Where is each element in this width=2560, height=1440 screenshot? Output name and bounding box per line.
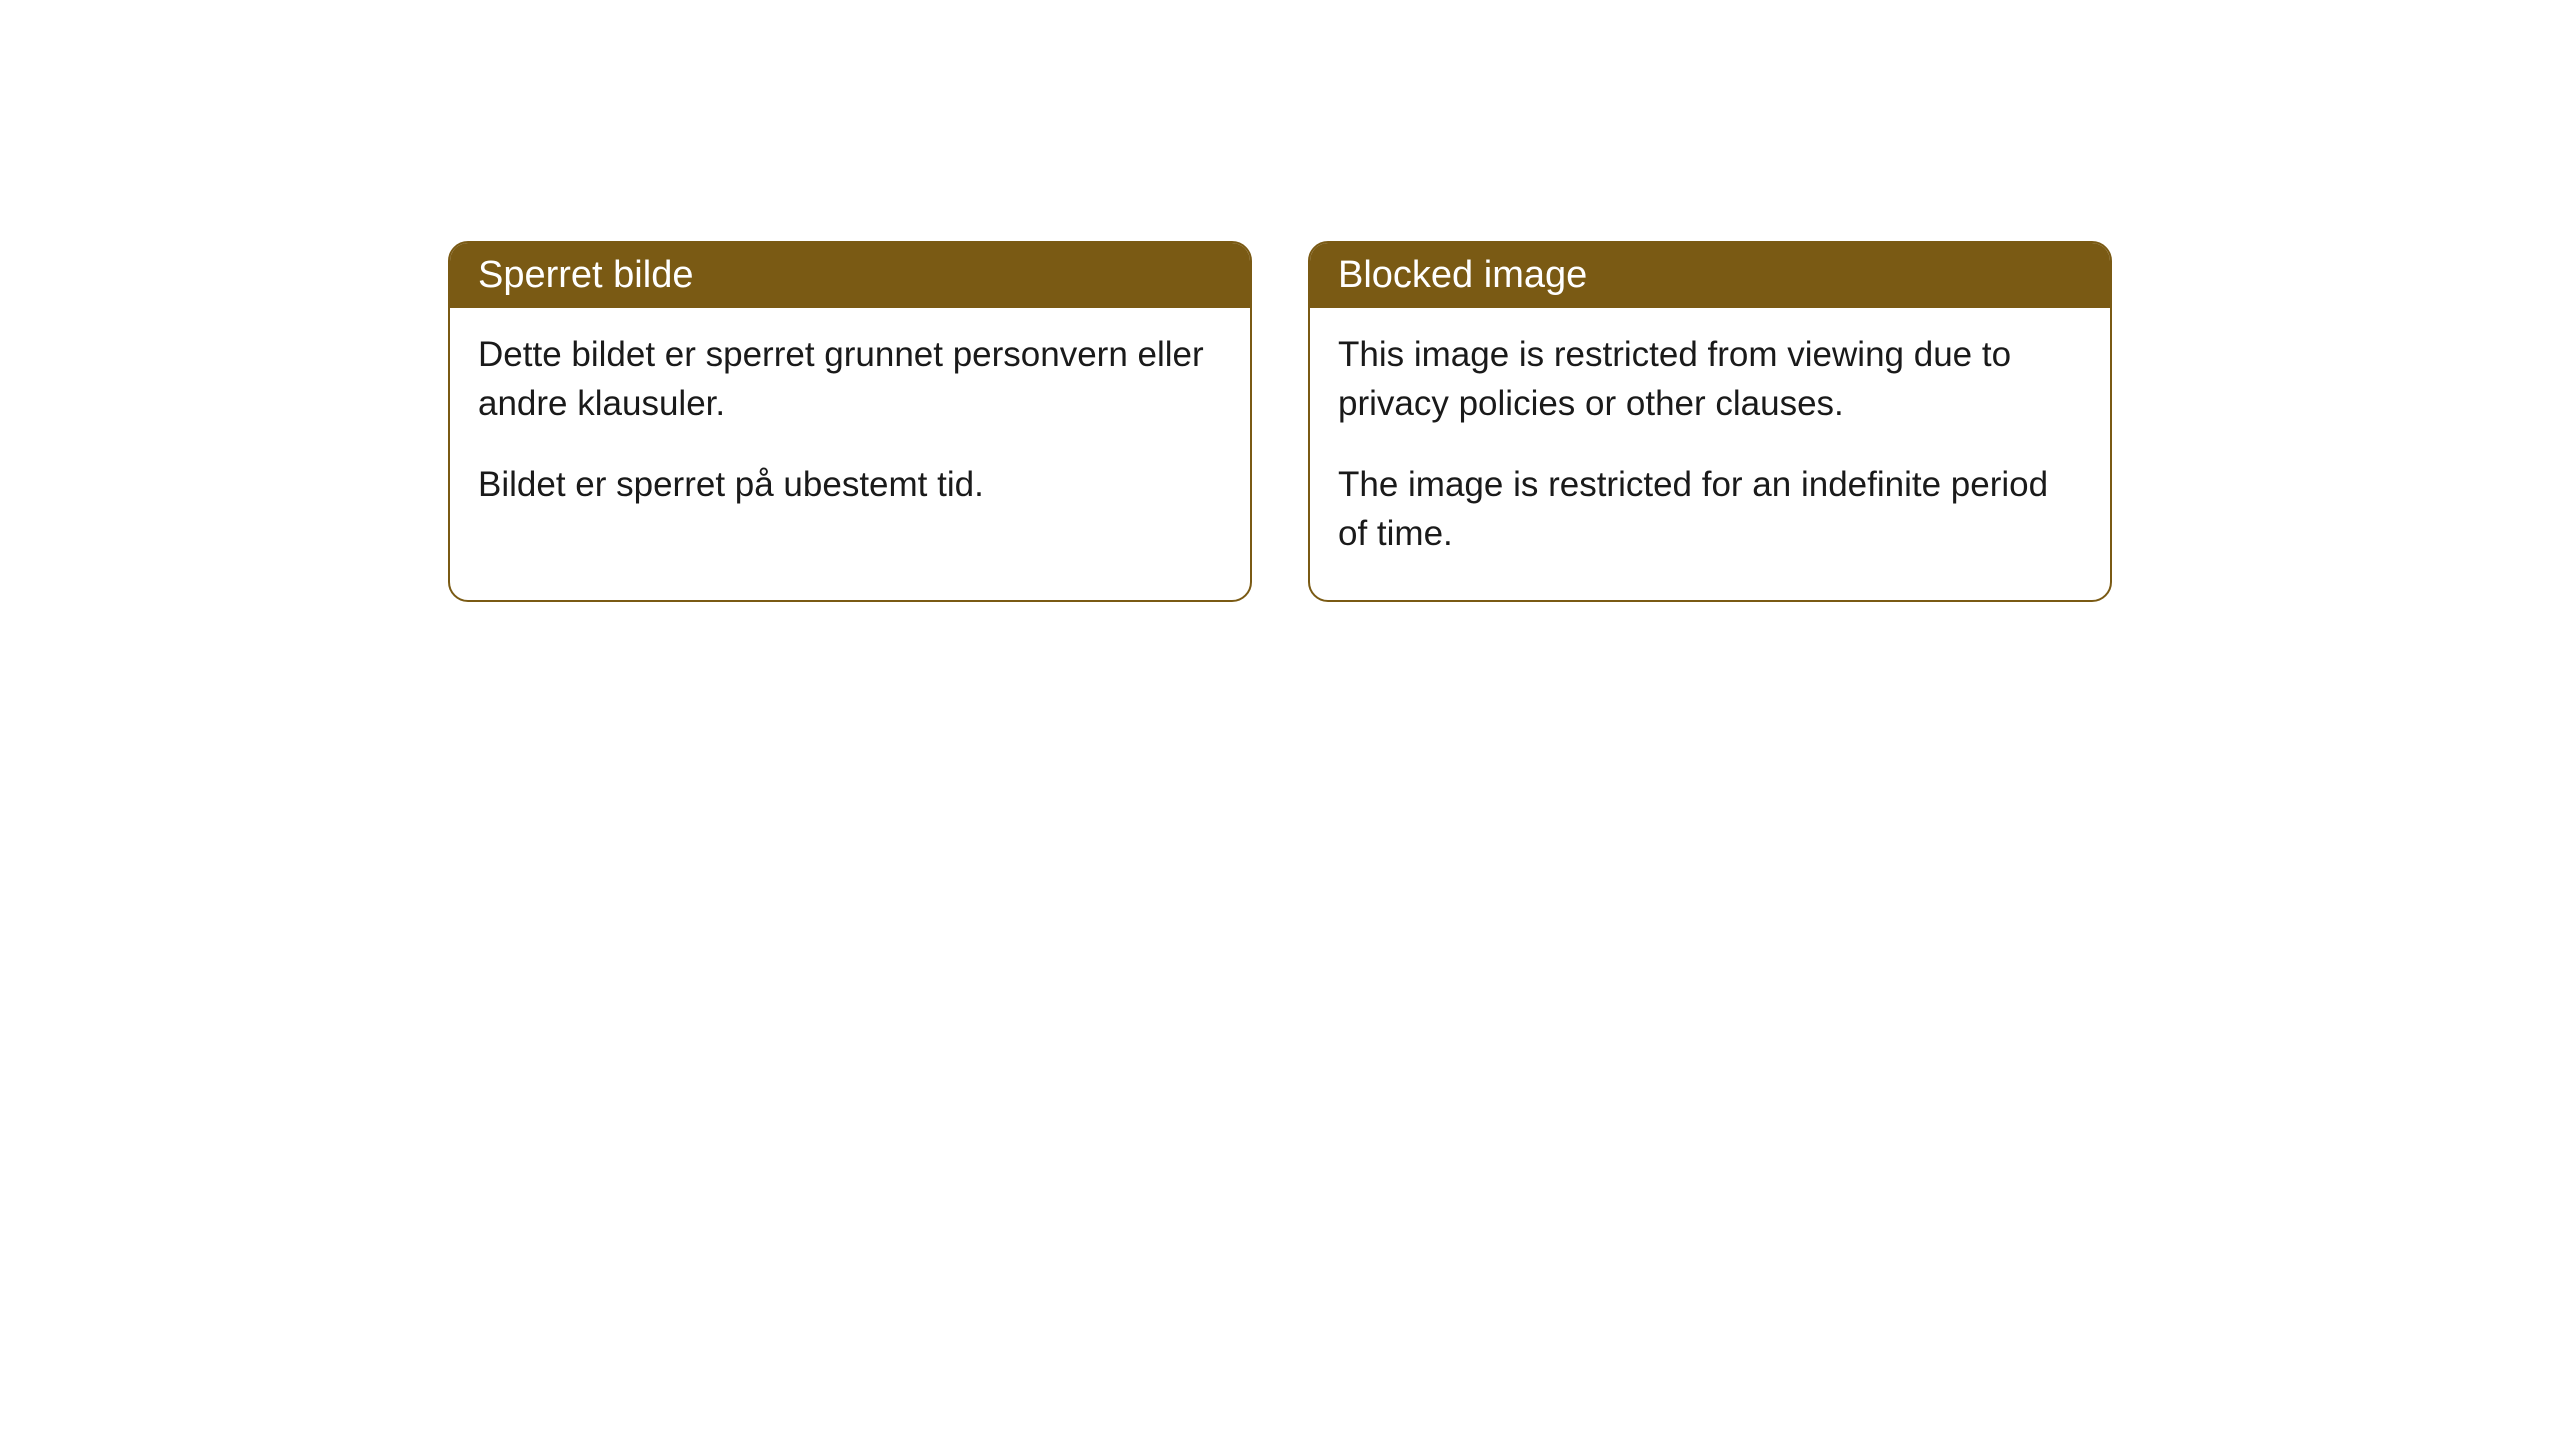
blocked-image-card-norwegian: Sperret bilde Dette bildet er sperret gr… [448,241,1252,602]
card-paragraph-1-english: This image is restricted from viewing du… [1338,330,2082,428]
card-header-norwegian: Sperret bilde [450,243,1250,308]
card-paragraph-2-norwegian: Bildet er sperret på ubestemt tid. [478,460,1222,509]
card-title-norwegian: Sperret bilde [478,254,693,296]
card-title-english: Blocked image [1338,254,1587,296]
card-body-norwegian: Dette bildet er sperret grunnet personve… [450,308,1250,551]
notice-cards-container: Sperret bilde Dette bildet er sperret gr… [448,241,2112,602]
card-header-english: Blocked image [1310,243,2110,308]
card-body-english: This image is restricted from viewing du… [1310,308,2110,600]
card-paragraph-2-english: The image is restricted for an indefinit… [1338,460,2082,558]
blocked-image-card-english: Blocked image This image is restricted f… [1308,241,2112,602]
card-paragraph-1-norwegian: Dette bildet er sperret grunnet personve… [478,330,1222,428]
